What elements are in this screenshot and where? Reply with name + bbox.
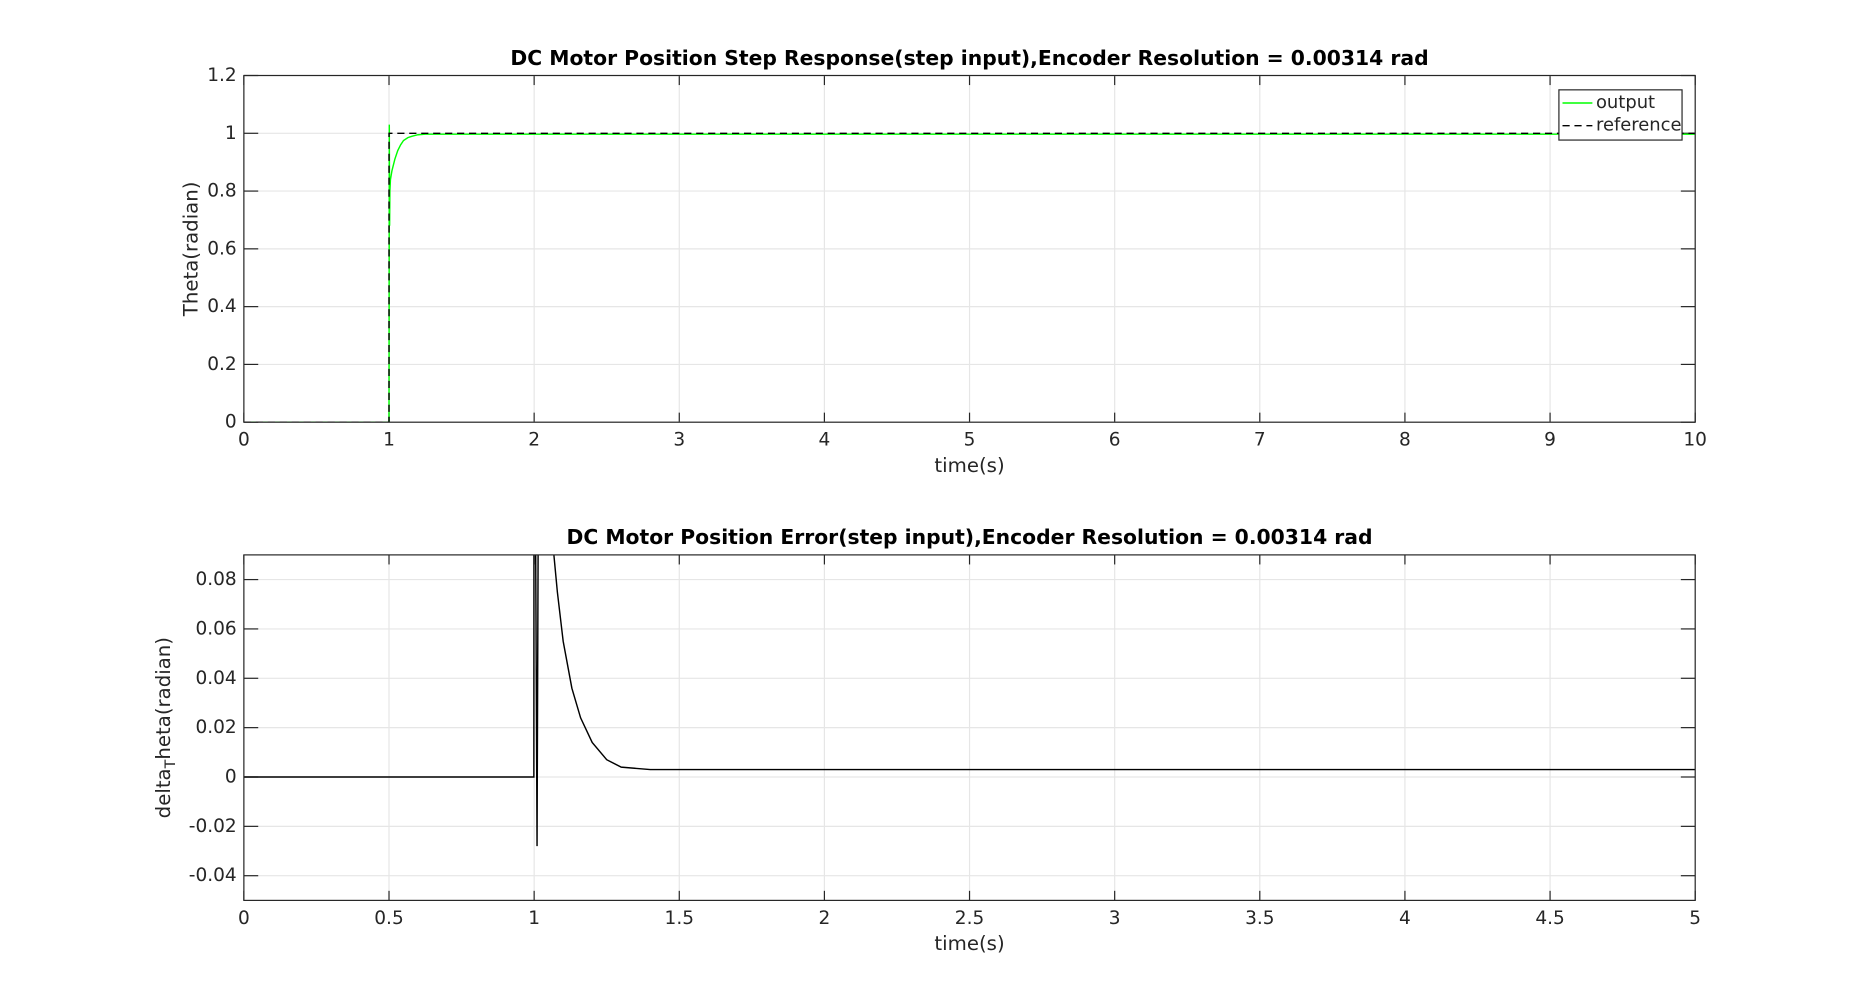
x-tick-label: 4	[1399, 908, 1411, 929]
x-tick-label: 0	[238, 908, 250, 929]
x-tick-label: 1.5	[665, 908, 694, 929]
x-tick-label: 9	[1544, 430, 1556, 451]
y-tick-label: 0.06	[195, 618, 236, 639]
y-tick-label: 0.6	[207, 238, 236, 259]
chart-title: DC Motor Position Step Response(step inp…	[510, 46, 1428, 70]
y-tick-label: -0.02	[189, 816, 237, 837]
plot-frame	[243, 554, 1696, 901]
x-tick-label: 7	[1254, 430, 1266, 451]
data-line	[243, 554, 1696, 847]
x-tick-label: 0	[238, 430, 250, 451]
data-line	[243, 132, 1696, 423]
y-tick-label: 0.2	[207, 354, 236, 375]
chart-title: DC Motor Position Error(step input),Enco…	[567, 525, 1373, 549]
x-tick-label: 8	[1399, 430, 1411, 451]
x-tick-label: 6	[1109, 430, 1121, 451]
x-tick-label: 3.5	[1245, 908, 1274, 929]
x-axis-label: time(s)	[934, 932, 1004, 955]
x-tick-label: 5	[1689, 908, 1701, 929]
x-tick-label: 2	[528, 430, 540, 451]
plot-frame	[243, 74, 1696, 423]
y-axis-label-part: delta	[151, 768, 174, 818]
y-axis-label-part: heta(radian)	[151, 637, 174, 760]
y-axis-label-part: Theta(radian)	[179, 182, 202, 318]
x-tick-label: 4.5	[1535, 908, 1564, 929]
y-tick-label: 0.08	[195, 569, 236, 590]
x-tick-label: 3	[1109, 908, 1121, 929]
x-tick-label: 4	[819, 430, 831, 451]
x-axis-label: time(s)	[934, 454, 1004, 477]
legend-label: reference	[1596, 115, 1682, 136]
y-tick-label: -0.04	[189, 865, 237, 886]
y-tick-label: 0.04	[195, 668, 236, 689]
x-tick-label: 10	[1683, 430, 1707, 451]
x-tick-label: 2.5	[955, 908, 984, 929]
x-tick-label: 0.5	[374, 908, 403, 929]
x-tick-label: 1	[383, 430, 395, 451]
y-axis-label: Theta(radian)	[179, 182, 202, 318]
x-tick-label: 2	[819, 908, 831, 929]
x-tick-label: 1	[528, 908, 540, 929]
x-tick-label: 3	[673, 430, 685, 451]
y-tick-label: 1	[225, 123, 237, 144]
y-axis-label-part: T	[163, 759, 179, 769]
y-tick-label: 0.8	[207, 181, 236, 202]
legend-label: output	[1596, 92, 1655, 113]
y-axis-label: deltaTheta(radian)	[151, 637, 179, 818]
y-tick-label: 0	[225, 766, 237, 787]
y-tick-label: 1.2	[207, 65, 236, 86]
x-tick-label: 5	[964, 430, 976, 451]
y-tick-label: 0.02	[195, 717, 236, 738]
legend-box	[1558, 89, 1683, 141]
y-tick-label: 0.4	[207, 296, 236, 317]
y-tick-label: 0	[225, 412, 237, 433]
